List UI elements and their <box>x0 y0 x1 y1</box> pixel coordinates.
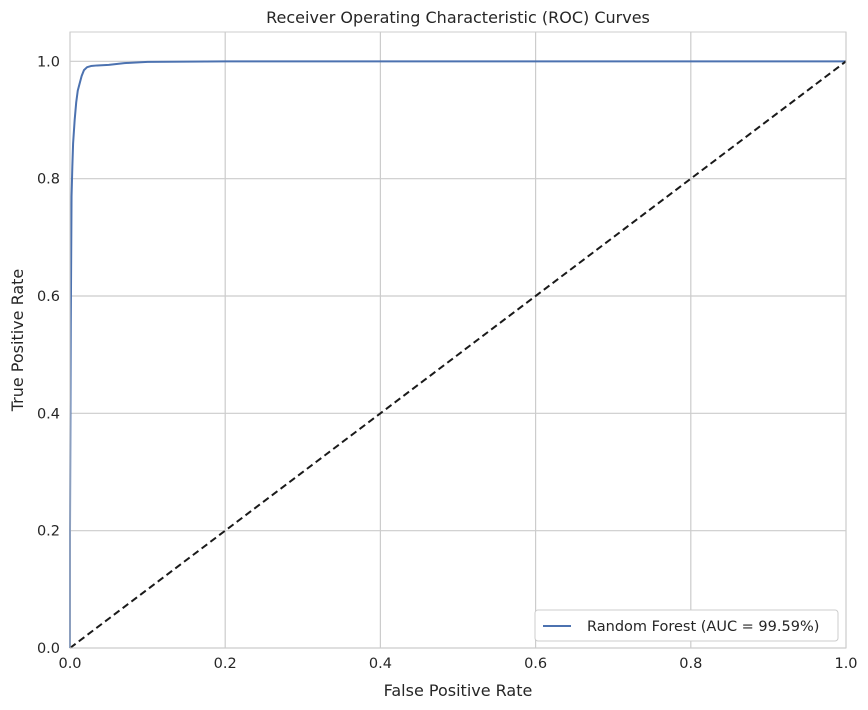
x-tick-label: 0.4 <box>369 656 392 672</box>
x-axis-label: False Positive Rate <box>384 681 533 700</box>
y-axis-label: True Positive Rate <box>8 269 27 413</box>
x-tick-label: 0.0 <box>58 656 81 672</box>
chart-title: Receiver Operating Characteristic (ROC) … <box>266 8 650 27</box>
y-tick-label: 1.0 <box>37 54 60 70</box>
x-tick-label: 0.8 <box>679 656 702 672</box>
tick-labels: 0.0 0.2 0.4 0.6 0.8 1.0 0.0 0.2 0.4 0.6 0.8 1.0 <box>37 54 858 672</box>
x-tick-label: 0.6 <box>524 656 547 672</box>
y-tick-label: 0.6 <box>37 289 60 305</box>
legend-box <box>534 609 839 642</box>
plot-frame <box>69 31 847 649</box>
diagonal-reference-line <box>69 60 847 649</box>
y-tick-label: 0.8 <box>37 172 60 188</box>
x-tick-label: 0.2 <box>214 656 237 672</box>
roc-curve-random-forest <box>69 60 846 648</box>
legend: Random Forest (AUC = 99.59%) <box>534 609 839 642</box>
grid <box>69 32 847 649</box>
legend-entry-random-forest: Random Forest (AUC = 99.59%) <box>587 619 819 635</box>
y-tick-label: 0.2 <box>37 524 60 540</box>
series-layer <box>69 60 847 649</box>
x-tick-label: 1.0 <box>834 656 857 672</box>
y-tick-label: 0.0 <box>37 641 60 657</box>
y-tick-label: 0.4 <box>37 406 60 422</box>
